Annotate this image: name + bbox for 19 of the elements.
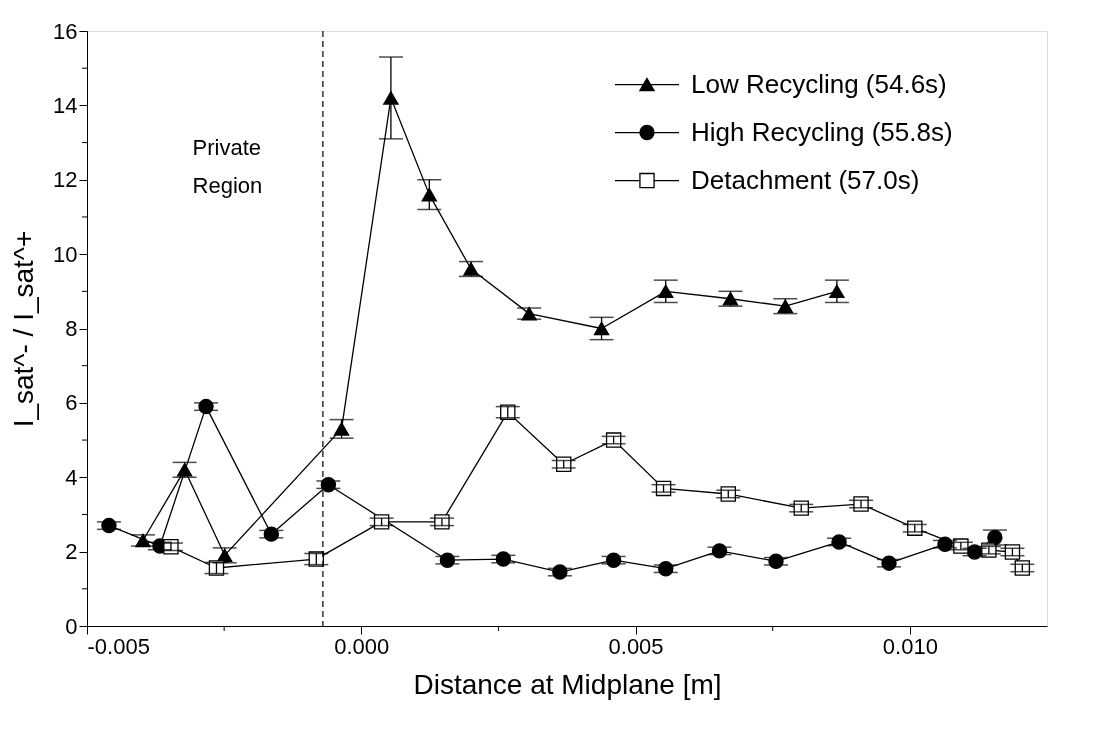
y-tick-label: 0 [65, 613, 78, 639]
y-tick-label: 10 [53, 241, 78, 267]
x-tick-label: 0.005 [608, 633, 664, 659]
legend-label: High Recycling (55.8s) [691, 116, 953, 147]
x-axis-title: Distance at Midplane [m] [413, 668, 722, 700]
y-tick-label: 14 [53, 92, 78, 118]
y-tick-label: 8 [65, 316, 78, 341]
y-tick-label: 4 [65, 464, 78, 490]
annotation: Private Region [192, 135, 263, 199]
y-axis-title: I_sat^- / I_sat^+ [8, 230, 40, 428]
x-tick-label: -0.005 [87, 633, 150, 659]
y-tick-label: 12 [53, 167, 78, 193]
x-tick-label: 0.010 [882, 633, 938, 659]
legend-label: Low Recycling (54.6s) [691, 68, 947, 99]
legend-label: Detachment (57.0s) [691, 164, 920, 195]
y-tick-label: 2 [65, 539, 78, 565]
y-tick-label: 16 [53, 18, 78, 44]
x-tick-label: 0.000 [334, 633, 390, 659]
y-tick-label: 6 [65, 390, 78, 416]
